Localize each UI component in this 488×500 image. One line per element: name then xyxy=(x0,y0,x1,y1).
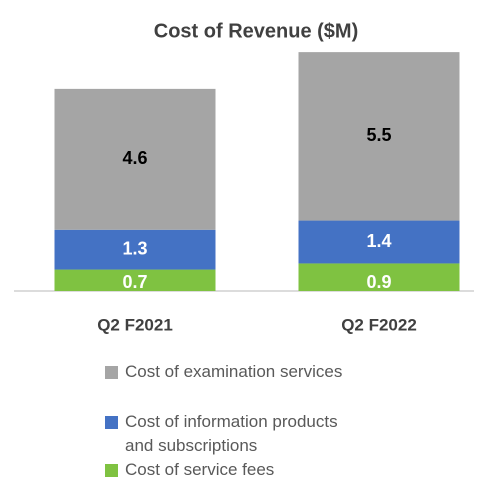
data-label: 4.6 xyxy=(122,148,147,168)
data-label: 0.9 xyxy=(366,272,391,292)
data-label: 5.5 xyxy=(366,125,391,145)
chart-title: Cost of Revenue ($M) xyxy=(154,20,358,42)
legend-label: Cost of service fees xyxy=(125,460,275,479)
bar-segment xyxy=(298,52,460,221)
legend-swatch xyxy=(105,464,118,477)
data-label: 1.4 xyxy=(366,231,391,251)
legend-item: Cost of service fees xyxy=(105,458,345,482)
legend-swatch xyxy=(105,366,118,379)
legend-label: Cost of examination services xyxy=(125,362,343,381)
bar-segment xyxy=(298,263,460,291)
x-tick-label: Q2 F2022 xyxy=(341,315,417,334)
x-tick-label: Q2 F2021 xyxy=(97,315,173,334)
bar-segment xyxy=(54,229,216,270)
data-label: 0.7 xyxy=(122,272,147,292)
legend-item: Cost of examination services xyxy=(105,360,345,384)
bar-segment xyxy=(298,220,460,264)
legend-swatch xyxy=(105,416,118,429)
data-label: 1.3 xyxy=(122,238,147,258)
bar-segment xyxy=(54,269,216,291)
legend-item: Cost of information products and subscri… xyxy=(105,410,345,458)
legend: Cost of examination services Cost of info… xyxy=(105,360,345,482)
legend-label: Cost of information products and subscri… xyxy=(125,412,338,455)
bar-segment xyxy=(54,88,216,230)
